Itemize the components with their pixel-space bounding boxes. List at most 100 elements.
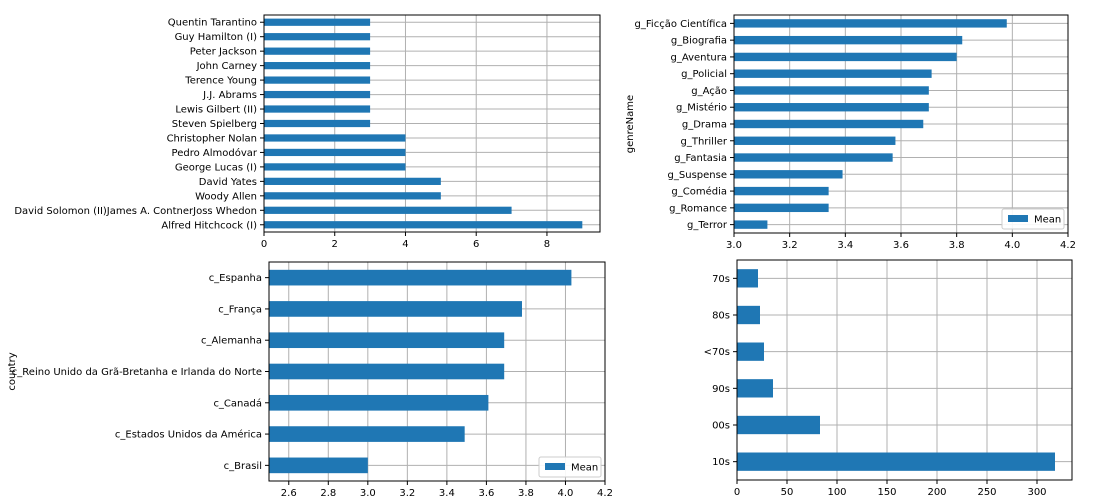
x-tick-label: 3.8 <box>518 488 534 499</box>
legend-swatch <box>545 463 565 470</box>
chart-2: 3.0 3.2 3.4 3.6 3.8 4.0 4.2 g_Terror g_Romance g_… <box>625 14 1076 251</box>
x-tick-label: 3.6 <box>893 240 909 251</box>
bar <box>737 305 760 325</box>
chart-1: 0 2 4 6 8 Alfred Hitchcock (I) David Solomon (… <box>14 14 601 250</box>
x-tick-label: 0 <box>261 239 267 250</box>
bar <box>264 148 406 157</box>
category-label: c_Brasil <box>224 461 262 472</box>
x-tick-label: 4 <box>402 239 408 250</box>
plot-frame <box>736 259 1073 481</box>
x-tick-label: 4.2 <box>1060 240 1076 251</box>
x-tick-label: 150 <box>877 487 896 498</box>
chart-3: 2.6 2.8 3.0 3.2 3.4 3.6 3.8 4.0 4.2 c_Brasil c_Est… <box>7 261 613 499</box>
category-label: J.J. Abrams <box>202 90 257 101</box>
x-tick-label: 8 <box>544 239 550 250</box>
category-label: John Carney <box>196 61 257 72</box>
bar <box>734 186 829 196</box>
bar <box>734 69 932 78</box>
x-tick-label: 3.0 <box>726 240 742 251</box>
bar <box>269 426 465 442</box>
category-label: Woody Allen <box>195 191 257 202</box>
bar <box>264 221 583 229</box>
bar <box>264 62 371 70</box>
x-tick-label: 4.0 <box>558 488 574 499</box>
bar <box>734 153 893 162</box>
bar <box>734 203 829 213</box>
category-label: g_Ficção Científica <box>635 18 727 30</box>
category-label: Guy Hamilton (I) <box>175 32 258 43</box>
category-label: 80s <box>712 311 730 322</box>
x-tick-label: 2.8 <box>320 488 336 499</box>
x-tick-label: 100 <box>827 487 846 498</box>
bar <box>264 33 371 41</box>
plot-frame <box>263 14 601 233</box>
category-label: Peter Jackson <box>190 47 257 58</box>
bar <box>264 18 371 26</box>
bar <box>264 192 441 200</box>
y-axis-label: genreName <box>625 95 636 153</box>
category-label: Pedro Almodóvar <box>172 147 258 159</box>
plot-frame <box>268 261 606 482</box>
x-tick-label: 3.0 <box>360 488 376 499</box>
x-tick-label: 3.2 <box>782 240 798 251</box>
category-label: 00s <box>712 421 730 432</box>
legend-box <box>538 456 602 478</box>
category-label: g_Ação <box>691 86 727 97</box>
category-label: g_Drama <box>682 120 727 131</box>
category-label: g_Terror <box>687 220 728 231</box>
x-tick-label: 3.4 <box>837 240 853 251</box>
bar <box>734 119 924 129</box>
bar <box>269 269 572 286</box>
bar <box>264 177 441 185</box>
category-label: g_Comédia <box>671 186 727 198</box>
category-label: c_Estados Unidos da América <box>115 429 262 441</box>
x-tick-label: 2.6 <box>281 488 297 499</box>
x-tick-label: 300 <box>1027 487 1046 498</box>
bar <box>734 136 896 145</box>
bar <box>264 206 512 214</box>
bar <box>264 163 406 171</box>
bar <box>734 103 929 112</box>
bar <box>734 170 843 179</box>
legend-swatch <box>1008 215 1028 222</box>
category-label: George Lucas (I) <box>175 162 257 173</box>
category-label: Steven Spielberg <box>172 119 257 130</box>
bar <box>269 457 368 474</box>
category-label: g_Mistério <box>676 102 727 114</box>
bar <box>734 52 957 62</box>
category-label: Terence Young <box>184 76 257 87</box>
category-label: c_Reino Unido da Grã-Bretanha e Irlanda … <box>12 367 262 378</box>
bar <box>737 342 764 361</box>
y-axis-label: country <box>7 352 18 390</box>
bar <box>264 119 371 128</box>
x-tick-label: 3.8 <box>949 240 965 251</box>
category-label: g_Romance <box>669 203 727 214</box>
category-label: 10s <box>712 457 730 468</box>
bar <box>269 301 522 317</box>
x-tick-label: 4.2 <box>597 488 613 499</box>
category-label: <70s <box>704 347 730 358</box>
category-label: Lewis Gilbert (II) <box>175 105 257 116</box>
category-label: g_Policial <box>681 69 727 80</box>
category-label: g_Biografia <box>671 36 727 47</box>
category-label: c_Espanha <box>209 273 262 284</box>
category-label: 70s <box>712 274 730 285</box>
category-label: g_Thriller <box>680 136 727 147</box>
bar <box>737 452 1055 471</box>
legend-label: Mean <box>1034 215 1061 226</box>
x-tick-label: 250 <box>977 487 996 498</box>
category-label: Alfred Hitchcock (I) <box>161 220 257 231</box>
bar <box>737 415 820 435</box>
x-tick-label: 4.0 <box>1004 240 1020 251</box>
legend-box <box>1001 208 1065 230</box>
bar <box>264 47 371 55</box>
bar <box>734 19 1007 28</box>
x-tick-label: 2 <box>332 239 338 250</box>
legend: Mean <box>1001 208 1065 230</box>
bar <box>734 86 929 95</box>
category-label: g_Suspense <box>668 170 727 181</box>
bar <box>734 35 963 45</box>
bar <box>264 76 371 84</box>
x-tick-label: 3.6 <box>478 488 494 499</box>
x-tick-label: 3.4 <box>439 488 455 499</box>
